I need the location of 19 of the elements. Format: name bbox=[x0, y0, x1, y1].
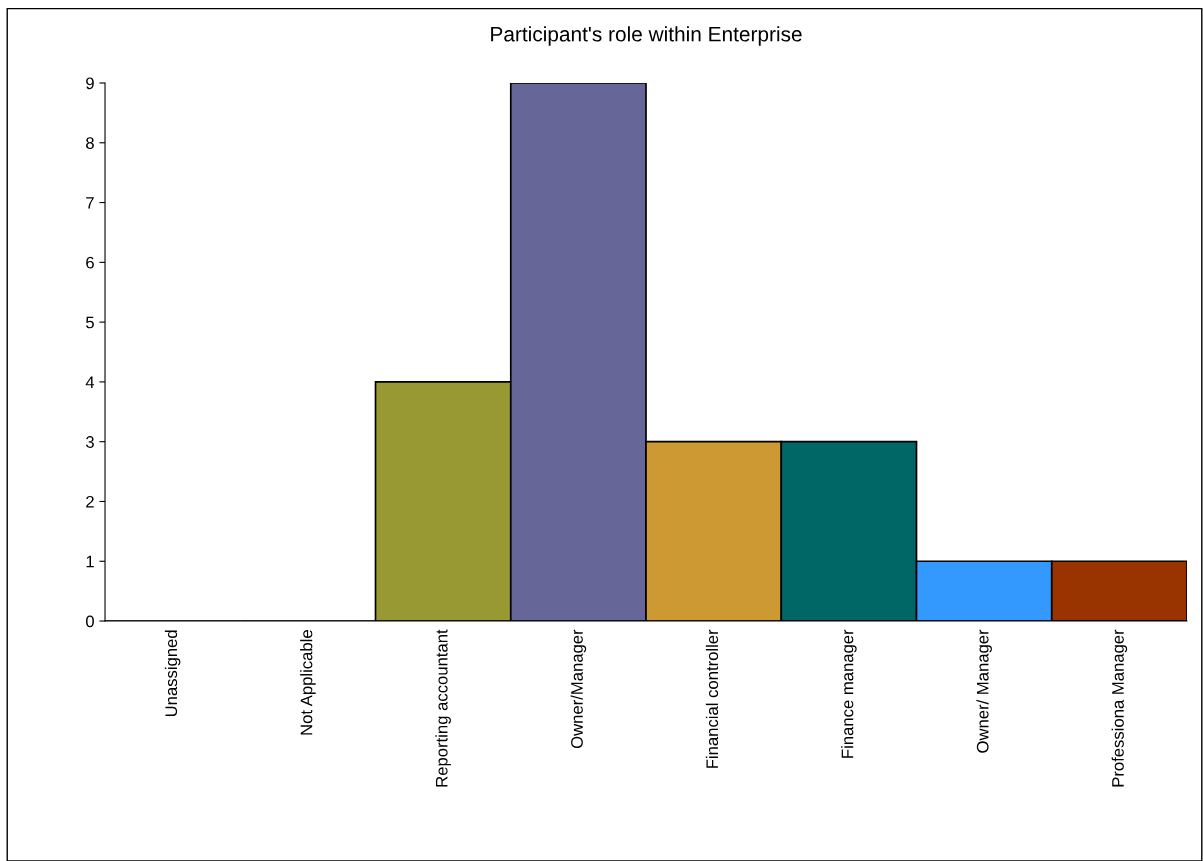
x-tick-label: Owner/ Manager bbox=[976, 629, 992, 753]
x-tick-label: Owner/Manager bbox=[570, 629, 587, 749]
y-tick-label: 3 bbox=[85, 436, 94, 448]
x-tick-label: Unassigned bbox=[164, 630, 181, 717]
y-tick-label: 1 bbox=[86, 555, 94, 568]
y-tick-label: 0 bbox=[85, 615, 94, 628]
x-tick-label: Not Applicable bbox=[300, 630, 316, 735]
y-tick-label: 8 bbox=[86, 137, 94, 149]
x-tick-label: Finance manager bbox=[841, 629, 857, 758]
y-tick-label: 2 bbox=[86, 495, 94, 508]
x-tick-label: Professiona Manager bbox=[1111, 629, 1128, 787]
y-tick-label: 5 bbox=[86, 316, 94, 329]
x-tick-label: Financial controller bbox=[705, 629, 719, 768]
x-tick-label: Reporting accountant bbox=[435, 629, 451, 787]
y-tick-label: 9 bbox=[86, 77, 94, 90]
y-tick-label: 7 bbox=[86, 197, 94, 209]
chart-title: Participant's role within Enterprise bbox=[491, 26, 802, 46]
y-tick-label: 4 bbox=[85, 376, 95, 388]
y-tick-label: 6 bbox=[86, 256, 94, 269]
